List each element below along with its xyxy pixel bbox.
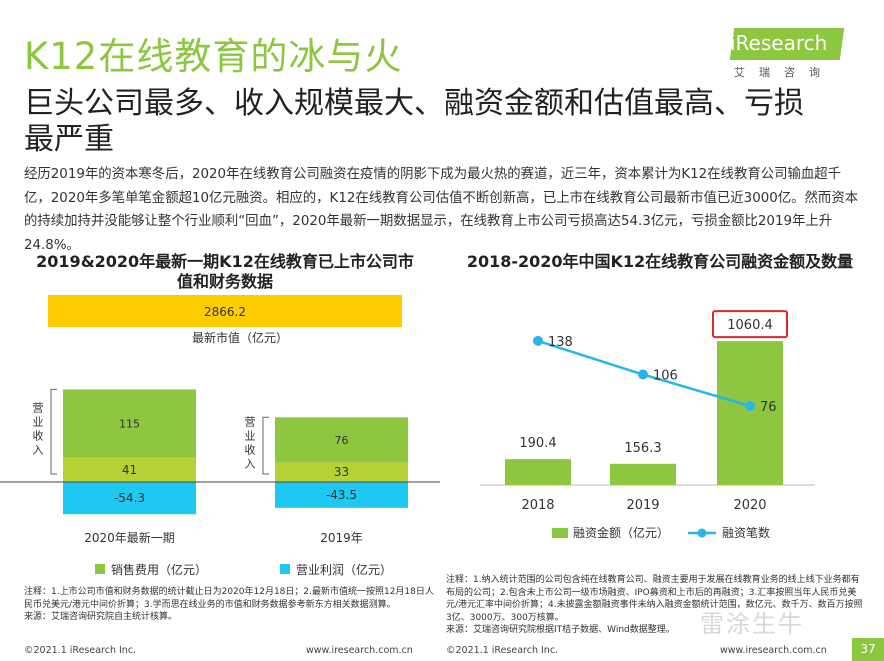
body-paragraph: 经历2019年的资本寒冬后，2020年在线教育公司融资在疫情的阴影下成为最火热的… [24, 167, 859, 253]
revenue-side-label-char: 营 [33, 401, 44, 415]
watermark-text: 雷涂生牛 [700, 610, 804, 638]
legend-label-sales: 销售费用（亿元） [111, 562, 207, 577]
funding-amount-label: 156.3 [624, 441, 661, 456]
revenue-side-label-char: 入 [245, 458, 256, 471]
page-title: K12在线教育的冰与火 [24, 35, 403, 78]
left-chart: 2866.2最新市值（亿元）41115-54.32020年最新一期营业收入337… [0, 295, 440, 577]
left-notes: 注释：1.上市公司市值和财务数据的统计截止日为2020年12月18日；2.最新市… [24, 587, 434, 622]
footer-url-right[interactable]: www.iresearch.com.cn [720, 645, 827, 656]
right-chart: 190.4 2018 156.3 2019 2020 1060.4 138 106 76 融资金额… [480, 310, 815, 540]
year-label: 2020 [733, 498, 766, 513]
category-label: 2019年 [320, 531, 363, 545]
legend-label-amount: 融资金额（亿元） [573, 525, 669, 540]
highlight-box [712, 310, 788, 339]
deal-count-point [533, 335, 543, 346]
revenue-side-label-char: 收 [245, 443, 256, 457]
revenue-side-label-char: 业 [245, 430, 256, 443]
footer-url[interactable]: www.iresearch.com.cn [306, 645, 413, 656]
revenue-side-label-char: 入 [33, 444, 44, 457]
operating-profit-label: -54.3 [114, 491, 145, 505]
revenue-bracket [50, 388, 57, 475]
funding-amount-bar [717, 341, 783, 485]
market-cap-bar [48, 295, 402, 327]
sales-expense-bar [275, 462, 408, 482]
sales-expense-label: 41 [122, 463, 137, 477]
operating-profit-bar [275, 482, 408, 508]
footer-copyright-right: ©2021.1 iResearch Inc. [446, 645, 559, 656]
funding-amount-bar [505, 459, 571, 485]
revenue-other-label: 76 [335, 434, 349, 447]
iresearch-logo: iResearch 艾瑞咨询 [726, 24, 846, 80]
right-notes: 注释：1.纳入统计范围的公司包含纯在线教育公司、融资主要用于发展在线教育业务的线… [446, 575, 863, 635]
funding-amount-label: 190.4 [519, 436, 556, 451]
year-label: 2018 [521, 498, 554, 513]
legend-swatch-amount [552, 528, 568, 538]
footer-copyright: ©2021.1 iResearch Inc. [24, 645, 137, 656]
year-label: 2019 [626, 498, 659, 513]
operating-profit-bar [63, 482, 196, 515]
logo-text: iResearch [730, 31, 828, 55]
revenue-side-label-char: 收 [33, 429, 44, 443]
deal-count-label: 106 [653, 369, 678, 384]
page-subtitle: 巨头公司最多、收入规模最大、融资金额和估值最高、亏损最严重 [24, 86, 804, 157]
left-chart-title: 2019&2020年最新一期K12在线教育已上市公司市值和财务数据 [36, 252, 414, 291]
market-cap-value: 2866.2 [204, 305, 246, 319]
revenue-other-bar [275, 417, 408, 463]
revenue-other-bar [63, 389, 196, 458]
logo-chinese-text: 艾瑞咨询 [734, 66, 834, 79]
revenue-side-label-char: 营 [245, 415, 256, 429]
revenue-other-label: 115 [119, 418, 140, 431]
legend-swatch-profit [280, 564, 290, 574]
sales-expense-bar [63, 457, 196, 482]
market-cap-label: 最新市值（亿元） [192, 330, 288, 345]
revenue-bracket [262, 416, 269, 475]
sales-expense-label: 33 [334, 465, 349, 479]
legend-label-count: 融资笔数 [722, 525, 770, 540]
operating-profit-label: -43.5 [326, 488, 357, 502]
revenue-side-label-char: 业 [33, 416, 44, 429]
deal-count-label: 76 [760, 400, 777, 415]
deal-count-point [638, 369, 648, 380]
legend-label-profit: 营业利润（亿元） [296, 562, 392, 577]
funding-amount-bar [610, 463, 676, 485]
deal-count-point [745, 401, 755, 411]
legend-point-count [697, 528, 707, 538]
page-number: 37 [852, 638, 884, 661]
legend-swatch-sales [95, 564, 105, 574]
deal-count-label: 138 [548, 335, 573, 350]
funding-amount-label: 1060.4 [727, 318, 773, 333]
right-chart-title: 2018-2020年中国K12在线教育公司融资金额及数量 [466, 252, 854, 271]
category-label: 2020年最新一期 [84, 530, 175, 545]
